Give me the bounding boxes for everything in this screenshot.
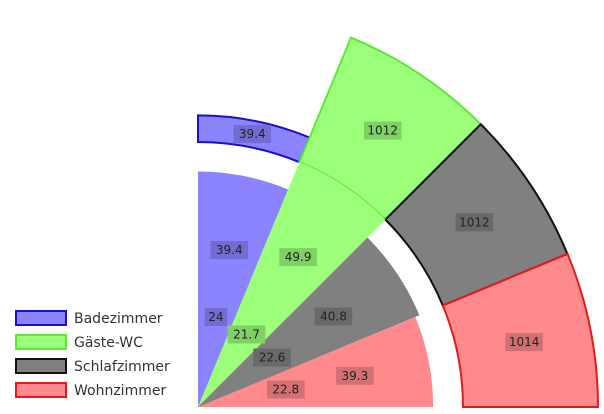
data-label-middle-wohnzimmer: 39.3 <box>336 366 374 385</box>
legend-label: Badezimmer <box>74 311 163 327</box>
data-label-inner-gaste-wc: 21.7 <box>227 325 266 344</box>
data-label-middle-badezimmer: 39.4 <box>210 240 249 259</box>
data-label-outer-wohnzimmer: 1014 <box>505 333 543 352</box>
legend-label: Schlafzimmer <box>74 359 170 375</box>
wedge-outer-wohnzimmer[interactable] <box>441 252 600 408</box>
data-label-text: 39.4 <box>239 127 266 141</box>
data-label-inner-schlafzimmer: 22.6 <box>253 348 291 367</box>
data-label-box <box>253 348 291 367</box>
data-label-inner-badezimmer: 24 <box>204 307 228 326</box>
legend-item-badezimmer[interactable]: Badezimmer <box>15 310 163 327</box>
data-label-text: 39.3 <box>341 369 368 383</box>
data-label-text: 22.6 <box>259 351 286 365</box>
data-label-box <box>314 307 353 326</box>
data-label-text: 1014 <box>509 335 540 349</box>
legend[interactable]: Badezimmer Gäste-WC Schlafzimmer Wohnzimmer <box>15 310 170 399</box>
legend-swatch <box>15 358 67 374</box>
data-label-box <box>363 121 402 140</box>
data-label-box <box>455 213 494 232</box>
legend-label: Wohnzimmer <box>74 383 166 399</box>
legend-item-wohnzimmer[interactable]: Wohnzimmer <box>15 382 166 399</box>
data-label-text: 39.4 <box>216 243 243 257</box>
data-label-text: 24 <box>208 310 223 324</box>
data-label-middle-gaste-wc: 49.9 <box>279 248 317 267</box>
legend-swatch <box>15 382 67 398</box>
data-label-box <box>204 307 228 326</box>
data-label-inner-wohnzimmer: 22.8 <box>266 380 305 399</box>
data-label-text: 22.8 <box>272 383 299 397</box>
data-labels-layer: 24 21.7 22.6 22.8 39.4 49.9 40.8 39.3 39.4 1012 10… <box>204 121 543 399</box>
data-label-box <box>505 333 543 352</box>
data-label-text: 1012 <box>367 124 398 138</box>
wedge-inner-gaste-wc[interactable] <box>198 288 289 407</box>
legend-swatch <box>15 334 67 350</box>
data-label-box <box>279 248 317 267</box>
data-label-box <box>210 240 249 259</box>
data-label-outer-gaste-wc: 1012 <box>363 121 402 140</box>
data-label-box <box>233 125 272 144</box>
data-label-text: 49.9 <box>285 250 312 264</box>
data-label-outer-badezimmer: 39.4 <box>233 125 272 144</box>
wedge-inner-badezimmer[interactable] <box>198 272 250 407</box>
data-label-outer-schlafzimmer: 1012 <box>455 213 494 232</box>
data-label-middle-schlafzimmer: 40.8 <box>314 307 353 326</box>
data-label-text: 21.7 <box>233 327 260 341</box>
data-label-text: 1012 <box>459 215 490 229</box>
legend-item-gaste-wc[interactable]: Gäste-WC <box>15 334 143 351</box>
legend-item-schlafzimmer[interactable]: Schlafzimmer <box>15 358 170 375</box>
data-label-box <box>227 325 266 344</box>
legend-label: Gäste-WC <box>74 335 143 351</box>
data-label-box <box>266 380 305 399</box>
data-label-box <box>336 366 374 385</box>
data-label-text: 40.8 <box>320 309 347 323</box>
legend-swatch <box>15 310 67 326</box>
